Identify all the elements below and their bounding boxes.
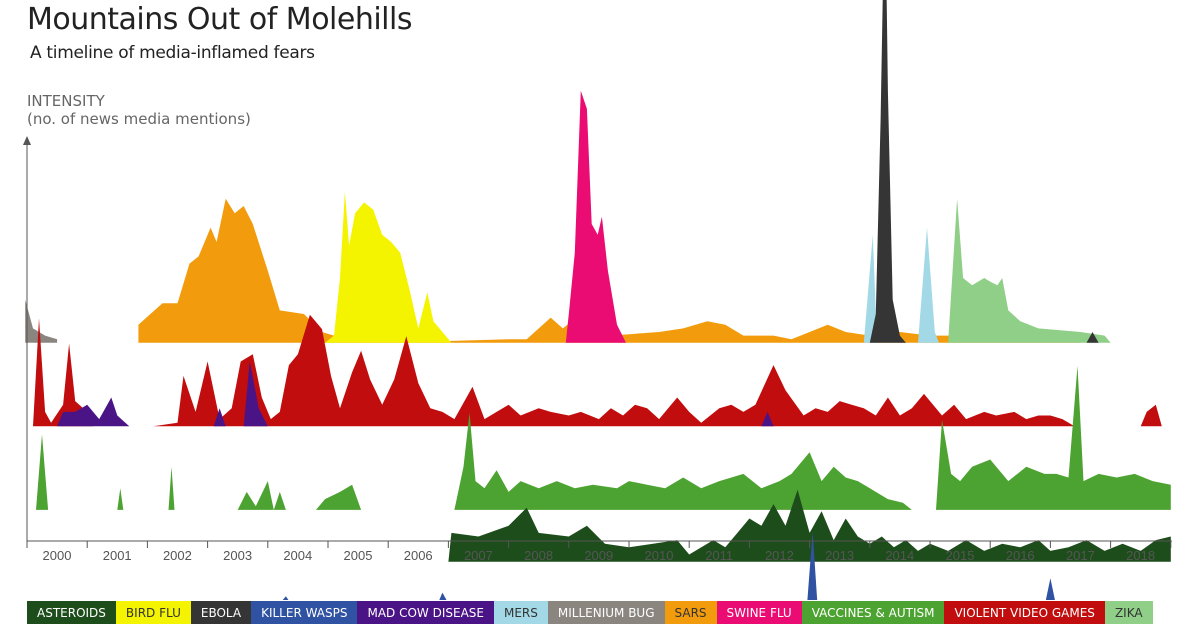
legend-item-killer-wasps: KILLER WASPS xyxy=(251,601,358,624)
series-area-bird-flu xyxy=(325,191,452,343)
series-area-zika xyxy=(948,198,1111,343)
series-area-killer-wasps xyxy=(282,531,1055,600)
x-tick-label: 2003 xyxy=(223,548,252,563)
legend: ASTEROIDS BIRD FLU EBOLA KILLER WASPS MAD CO… xyxy=(27,601,1153,624)
legend-item-vaccines-autism: VACCINES & AUTISM xyxy=(801,601,945,624)
legend-item-sars: SARS xyxy=(664,601,717,624)
x-tick-label: 2000 xyxy=(43,548,72,563)
series-area-ebola xyxy=(869,0,1099,343)
x-tick-label: 2004 xyxy=(283,548,312,563)
x-tick-label: 2017 xyxy=(1066,548,1095,563)
legend-item-swine-flu: SWINE FLU xyxy=(716,601,802,624)
legend-item-asteroids: ASTEROIDS xyxy=(27,601,116,624)
x-tick-label: 2005 xyxy=(344,548,373,563)
x-tick-label: 2006 xyxy=(404,548,433,563)
legend-item-violent-video-games: VIOLENT VIDEO GAMES xyxy=(944,601,1105,624)
series-area-violent-video-games xyxy=(33,314,1162,427)
legend-item-zika: ZIKA xyxy=(1104,601,1153,624)
chart-title: Mountains Out of Molehills xyxy=(27,2,412,37)
legend-item-bird-flu: BIRD FLU xyxy=(115,601,191,624)
y-axis-label: INTENSITY (no. of news media mentions) xyxy=(27,92,251,128)
x-tick-label: 2014 xyxy=(885,548,914,563)
area-chart: 2000 2001 2002 2003 2004 2005 2006 2007 2008 2009… xyxy=(23,0,1172,600)
y-axis-label-line2: (no. of news media mentions) xyxy=(27,110,251,128)
legend-item-mers: MERS xyxy=(494,601,548,624)
y-axis-arrow xyxy=(23,136,31,145)
legend-item-mad-cow-disease: MAD COW DISEASE xyxy=(357,601,494,624)
x-tick-label: 2015 xyxy=(946,548,975,563)
x-tick-label: 2009 xyxy=(584,548,613,563)
series-area-millenium-bug xyxy=(25,299,58,343)
x-tick-label: 2008 xyxy=(524,548,553,563)
x-tick-label: 2016 xyxy=(1006,548,1035,563)
series-area-vaccines-autism xyxy=(36,365,1171,510)
legend-item-ebola: EBOLA xyxy=(190,601,252,624)
x-tick-label: 2002 xyxy=(163,548,192,563)
series-area-swine-flu xyxy=(565,90,626,343)
series-area-mers xyxy=(863,227,939,343)
y-axis-label-line1: INTENSITY xyxy=(27,92,105,110)
chart-subtitle: A timeline of media-inflamed fears xyxy=(30,43,315,63)
x-tick-label: 2012 xyxy=(765,548,794,563)
x-tick-label: 2010 xyxy=(645,548,674,563)
x-tick-label: 2018 xyxy=(1126,548,1155,563)
x-tick-label: 2011 xyxy=(705,548,733,563)
x-tick-label: 2007 xyxy=(464,548,493,563)
x-tick-label: 2001 xyxy=(103,548,132,563)
series-area-sars xyxy=(138,198,1081,343)
legend-item-millenium-bug: MILLENIUM BUG xyxy=(547,601,665,624)
x-tick-label: 2013 xyxy=(825,548,854,563)
